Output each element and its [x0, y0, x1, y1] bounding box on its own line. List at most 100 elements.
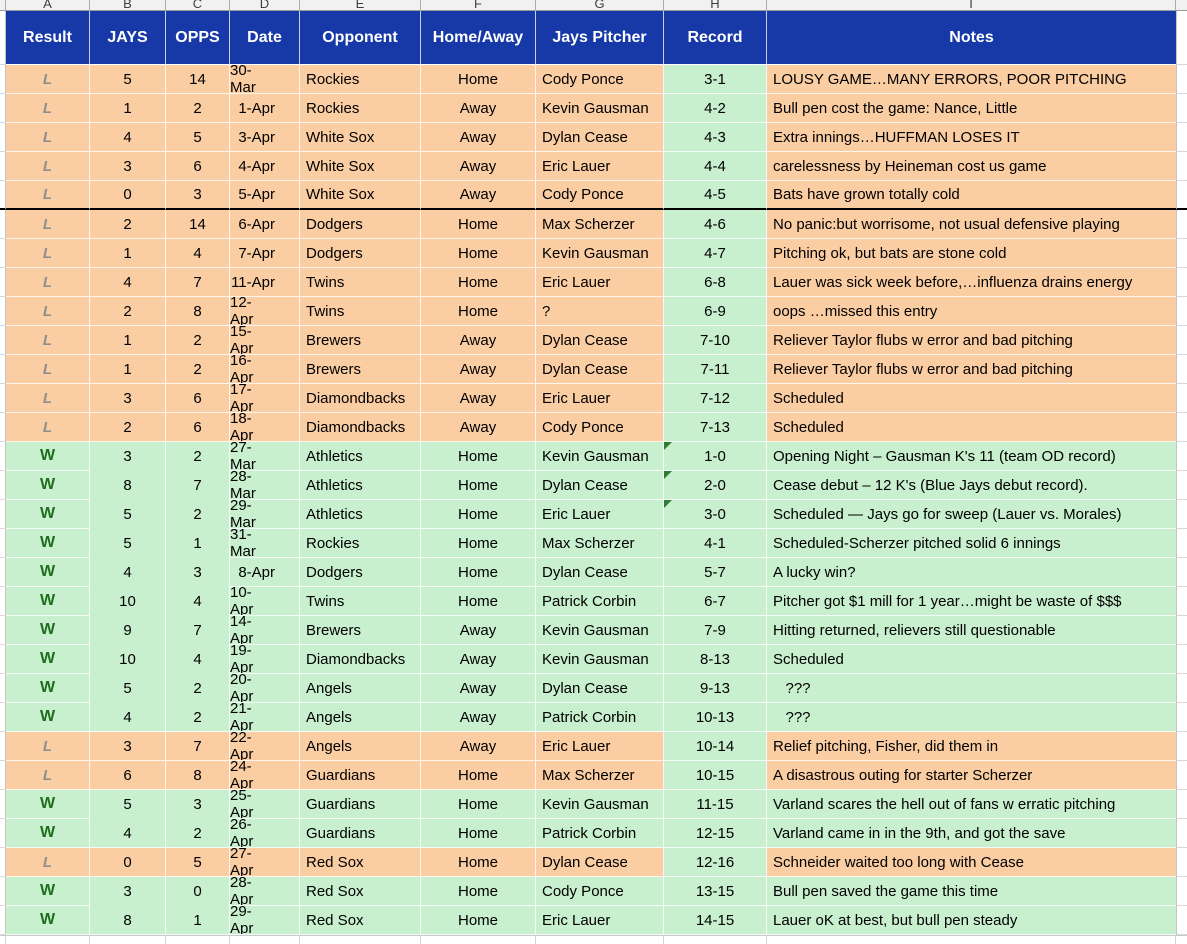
cell-opps[interactable]: 4: [166, 587, 230, 616]
cell-record[interactable]: 6-8: [664, 268, 767, 297]
cell-opponent[interactable]: Dodgers: [300, 210, 421, 239]
cell-date[interactable]: 3-Apr: [230, 123, 300, 152]
cell-pitcher[interactable]: Dylan Cease: [536, 471, 664, 500]
cell-result[interactable]: L: [6, 268, 90, 297]
cell-opponent[interactable]: Twins: [300, 268, 421, 297]
cell-pitcher[interactable]: Cody Ponce: [536, 413, 664, 442]
cell-record[interactable]: 4-1: [664, 529, 767, 558]
cell-date[interactable]: 11-Apr: [230, 268, 300, 297]
cell-home[interactable]: Away: [421, 413, 536, 442]
cell-opps[interactable]: 6: [166, 384, 230, 413]
cell-opponent[interactable]: White Sox: [300, 152, 421, 181]
cell-home[interactable]: Away: [421, 616, 536, 645]
cell-record[interactable]: 3-1: [664, 65, 767, 94]
header-home-away[interactable]: Home/Away: [421, 11, 536, 65]
cell-record[interactable]: 1-0: [664, 442, 767, 471]
cell-result[interactable]: W: [6, 819, 90, 848]
cell-opponent[interactable]: Brewers: [300, 355, 421, 384]
cell-record[interactable]: 7-13: [664, 413, 767, 442]
cell-notes[interactable]: ???: [767, 674, 1176, 703]
cell-pitcher[interactable]: Eric Lauer: [536, 500, 664, 529]
cell-result[interactable]: L: [6, 848, 90, 877]
cell-pitcher[interactable]: Kevin Gausman: [536, 239, 664, 268]
cell-result[interactable]: W: [6, 790, 90, 819]
cell-date[interactable]: 1-Apr: [230, 94, 300, 123]
cell-jays[interactable]: 8: [90, 906, 166, 935]
cell-opps[interactable]: 2: [166, 94, 230, 123]
cell-date[interactable]: 20-Apr: [230, 674, 300, 703]
cell-opponent[interactable]: Brewers: [300, 616, 421, 645]
cell-home[interactable]: Home: [421, 65, 536, 94]
column-letter-E[interactable]: E: [300, 0, 421, 11]
cell-record[interactable]: 7-9: [664, 616, 767, 645]
cell-jays[interactable]: 5: [90, 65, 166, 94]
cell-pitcher[interactable]: Kevin Gausman: [536, 790, 664, 819]
cell-opps[interactable]: 14: [166, 210, 230, 239]
cell-date[interactable]: 6-Apr: [230, 210, 300, 239]
cell-opps[interactable]: 2: [166, 674, 230, 703]
cell-jays[interactable]: 1: [90, 94, 166, 123]
cell-opponent[interactable]: White Sox: [300, 181, 421, 210]
cell-date[interactable]: 5-Apr: [230, 181, 300, 210]
cell-opps[interactable]: 6: [166, 152, 230, 181]
cell-record[interactable]: 7-12: [664, 384, 767, 413]
column-letter-B[interactable]: B: [90, 0, 166, 11]
cell-jays[interactable]: 1: [90, 239, 166, 268]
cell-home[interactable]: Away: [421, 123, 536, 152]
cell-notes[interactable]: Scheduled-Scherzer pitched solid 6 innin…: [767, 529, 1176, 558]
cell-opps[interactable]: 7: [166, 732, 230, 761]
cell-result[interactable]: W: [6, 587, 90, 616]
cell-opponent[interactable]: White Sox: [300, 123, 421, 152]
cell-jays[interactable]: 5: [90, 790, 166, 819]
cell-home[interactable]: Home: [421, 790, 536, 819]
cell-opps[interactable]: 5: [166, 123, 230, 152]
cell-notes[interactable]: Bull pen saved the game this time: [767, 877, 1176, 906]
cell-opponent[interactable]: Red Sox: [300, 906, 421, 935]
cell-opponent[interactable]: Angels: [300, 674, 421, 703]
cell-date[interactable]: 4-Apr: [230, 152, 300, 181]
cell-pitcher[interactable]: Max Scherzer: [536, 210, 664, 239]
cell-jays[interactable]: 3: [90, 152, 166, 181]
cell-notes[interactable]: Cease debut – 12 K's (Blue Jays debut re…: [767, 471, 1176, 500]
cell-jays[interactable]: 4: [90, 123, 166, 152]
cell-date[interactable]: 26-Apr: [230, 819, 300, 848]
cell-opponent[interactable]: Twins: [300, 587, 421, 616]
cell-result[interactable]: L: [6, 384, 90, 413]
cell-pitcher[interactable]: Kevin Gausman: [536, 616, 664, 645]
cell-record[interactable]: 5-7: [664, 558, 767, 587]
cell-date[interactable]: 19-Apr: [230, 645, 300, 674]
cell-opponent[interactable]: Diamondbacks: [300, 413, 421, 442]
cell-result[interactable]: L: [6, 732, 90, 761]
cell-opponent[interactable]: Brewers: [300, 326, 421, 355]
cell-home[interactable]: Home: [421, 558, 536, 587]
cell-date[interactable]: 28-Mar: [230, 471, 300, 500]
cell-opponent[interactable]: Guardians: [300, 761, 421, 790]
cell-home[interactable]: Home: [421, 877, 536, 906]
cell-opponent[interactable]: Guardians: [300, 819, 421, 848]
cell-date[interactable]: 18-Apr: [230, 413, 300, 442]
cell-jays[interactable]: 4: [90, 703, 166, 732]
cell-opps[interactable]: 3: [166, 181, 230, 210]
cell-notes[interactable]: ???: [767, 703, 1176, 732]
cell-record[interactable]: 2-0: [664, 471, 767, 500]
cell-jays[interactable]: 2: [90, 413, 166, 442]
cell-pitcher[interactable]: Eric Lauer: [536, 152, 664, 181]
cell-pitcher[interactable]: Eric Lauer: [536, 268, 664, 297]
cell-record[interactable]: 4-2: [664, 94, 767, 123]
cell-opponent[interactable]: Rockies: [300, 65, 421, 94]
cell-notes[interactable]: Schneider waited too long with Cease: [767, 848, 1176, 877]
cell-home[interactable]: Home: [421, 906, 536, 935]
cell-home[interactable]: Home: [421, 268, 536, 297]
cell-notes[interactable]: LOUSY GAME…MANY ERRORS, POOR PITCHING: [767, 65, 1176, 94]
cell-record[interactable]: 9-13: [664, 674, 767, 703]
cell-opps[interactable]: 5: [166, 848, 230, 877]
cell-result[interactable]: L: [6, 123, 90, 152]
cell-home[interactable]: Away: [421, 355, 536, 384]
cell-pitcher[interactable]: Kevin Gausman: [536, 94, 664, 123]
cell-record[interactable]: 12-16: [664, 848, 767, 877]
header-jays-pitcher[interactable]: Jays Pitcher: [536, 11, 664, 65]
cell-home[interactable]: Home: [421, 529, 536, 558]
cell-notes[interactable]: Hitting returned, relievers still questi…: [767, 616, 1176, 645]
cell-record[interactable]: 6-7: [664, 587, 767, 616]
cell-result[interactable]: L: [6, 761, 90, 790]
